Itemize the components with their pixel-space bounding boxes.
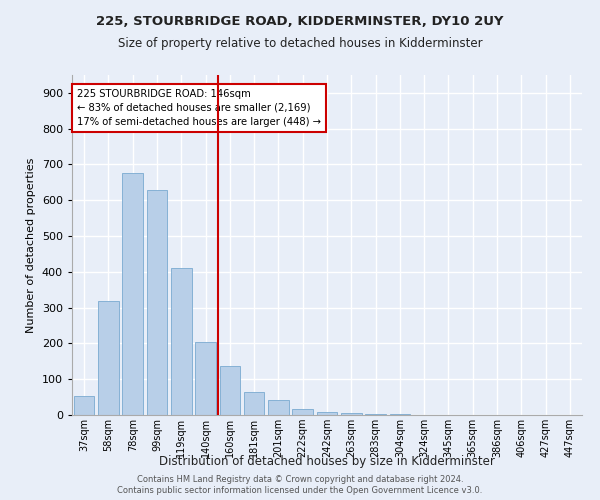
Text: 225, STOURBRIDGE ROAD, KIDDERMINSTER, DY10 2UY: 225, STOURBRIDGE ROAD, KIDDERMINSTER, DY… bbox=[96, 15, 504, 28]
Bar bbox=[74, 396, 94, 415]
Bar bbox=[292, 408, 313, 415]
Bar bbox=[146, 190, 167, 415]
Bar bbox=[341, 413, 362, 415]
Text: 225 STOURBRIDGE ROAD: 146sqm
← 83% of detached houses are smaller (2,169)
17% of: 225 STOURBRIDGE ROAD: 146sqm ← 83% of de… bbox=[77, 88, 321, 126]
Text: Contains HM Land Registry data © Crown copyright and database right 2024.: Contains HM Land Registry data © Crown c… bbox=[137, 475, 463, 484]
Text: Size of property relative to detached houses in Kidderminster: Size of property relative to detached ho… bbox=[118, 38, 482, 51]
Bar bbox=[98, 301, 119, 415]
Text: Contains public sector information licensed under the Open Government Licence v3: Contains public sector information licen… bbox=[118, 486, 482, 495]
Text: Distribution of detached houses by size in Kidderminster: Distribution of detached houses by size … bbox=[159, 455, 495, 468]
Bar bbox=[244, 392, 265, 415]
Bar bbox=[195, 342, 216, 415]
Bar bbox=[268, 400, 289, 415]
Bar bbox=[171, 268, 191, 415]
Bar bbox=[365, 414, 386, 415]
Bar bbox=[122, 173, 143, 415]
Bar bbox=[317, 412, 337, 415]
Bar bbox=[389, 414, 410, 415]
Y-axis label: Number of detached properties: Number of detached properties bbox=[26, 158, 36, 332]
Bar bbox=[220, 366, 240, 415]
